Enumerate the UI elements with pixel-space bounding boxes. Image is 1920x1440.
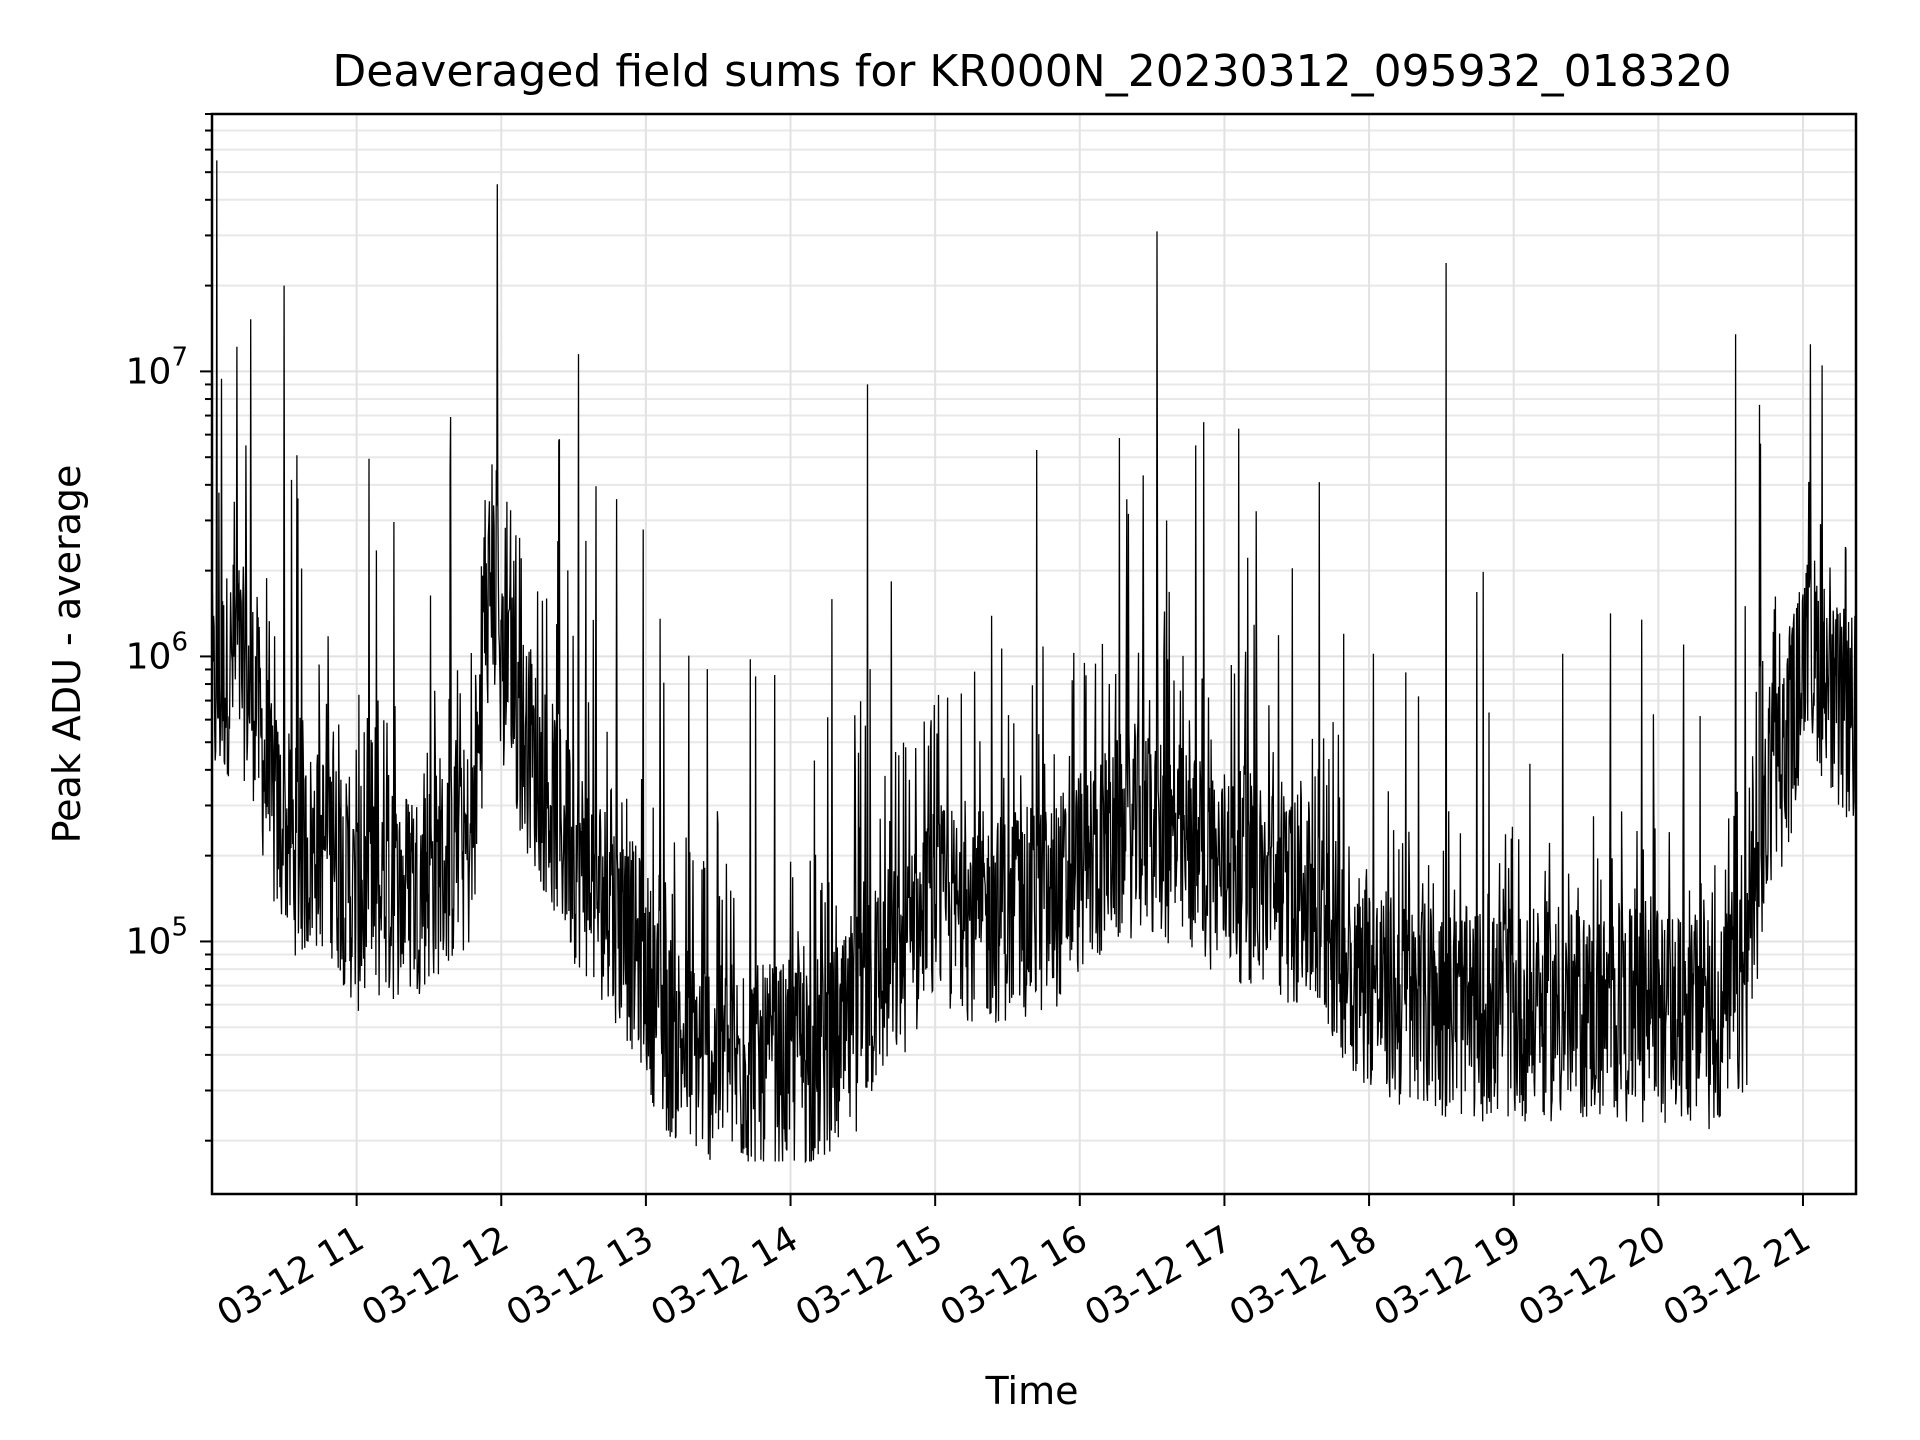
series-line bbox=[211, 160, 1857, 1164]
y-tick-label: 107 bbox=[126, 342, 188, 392]
x-axis-label: Time bbox=[985, 1369, 1079, 1413]
y-axis-label: Peak ADU - average bbox=[45, 465, 89, 844]
chart-title: Deaveraged field sums for KR000N_2023031… bbox=[332, 46, 1731, 97]
y-tick-label: 106 bbox=[126, 627, 188, 677]
y-tick-label: 105 bbox=[126, 912, 188, 962]
plot-frame bbox=[210, 112, 1858, 1196]
y-axis: 105 106 107 bbox=[126, 113, 212, 1142]
grid bbox=[212, 113, 1856, 1194]
